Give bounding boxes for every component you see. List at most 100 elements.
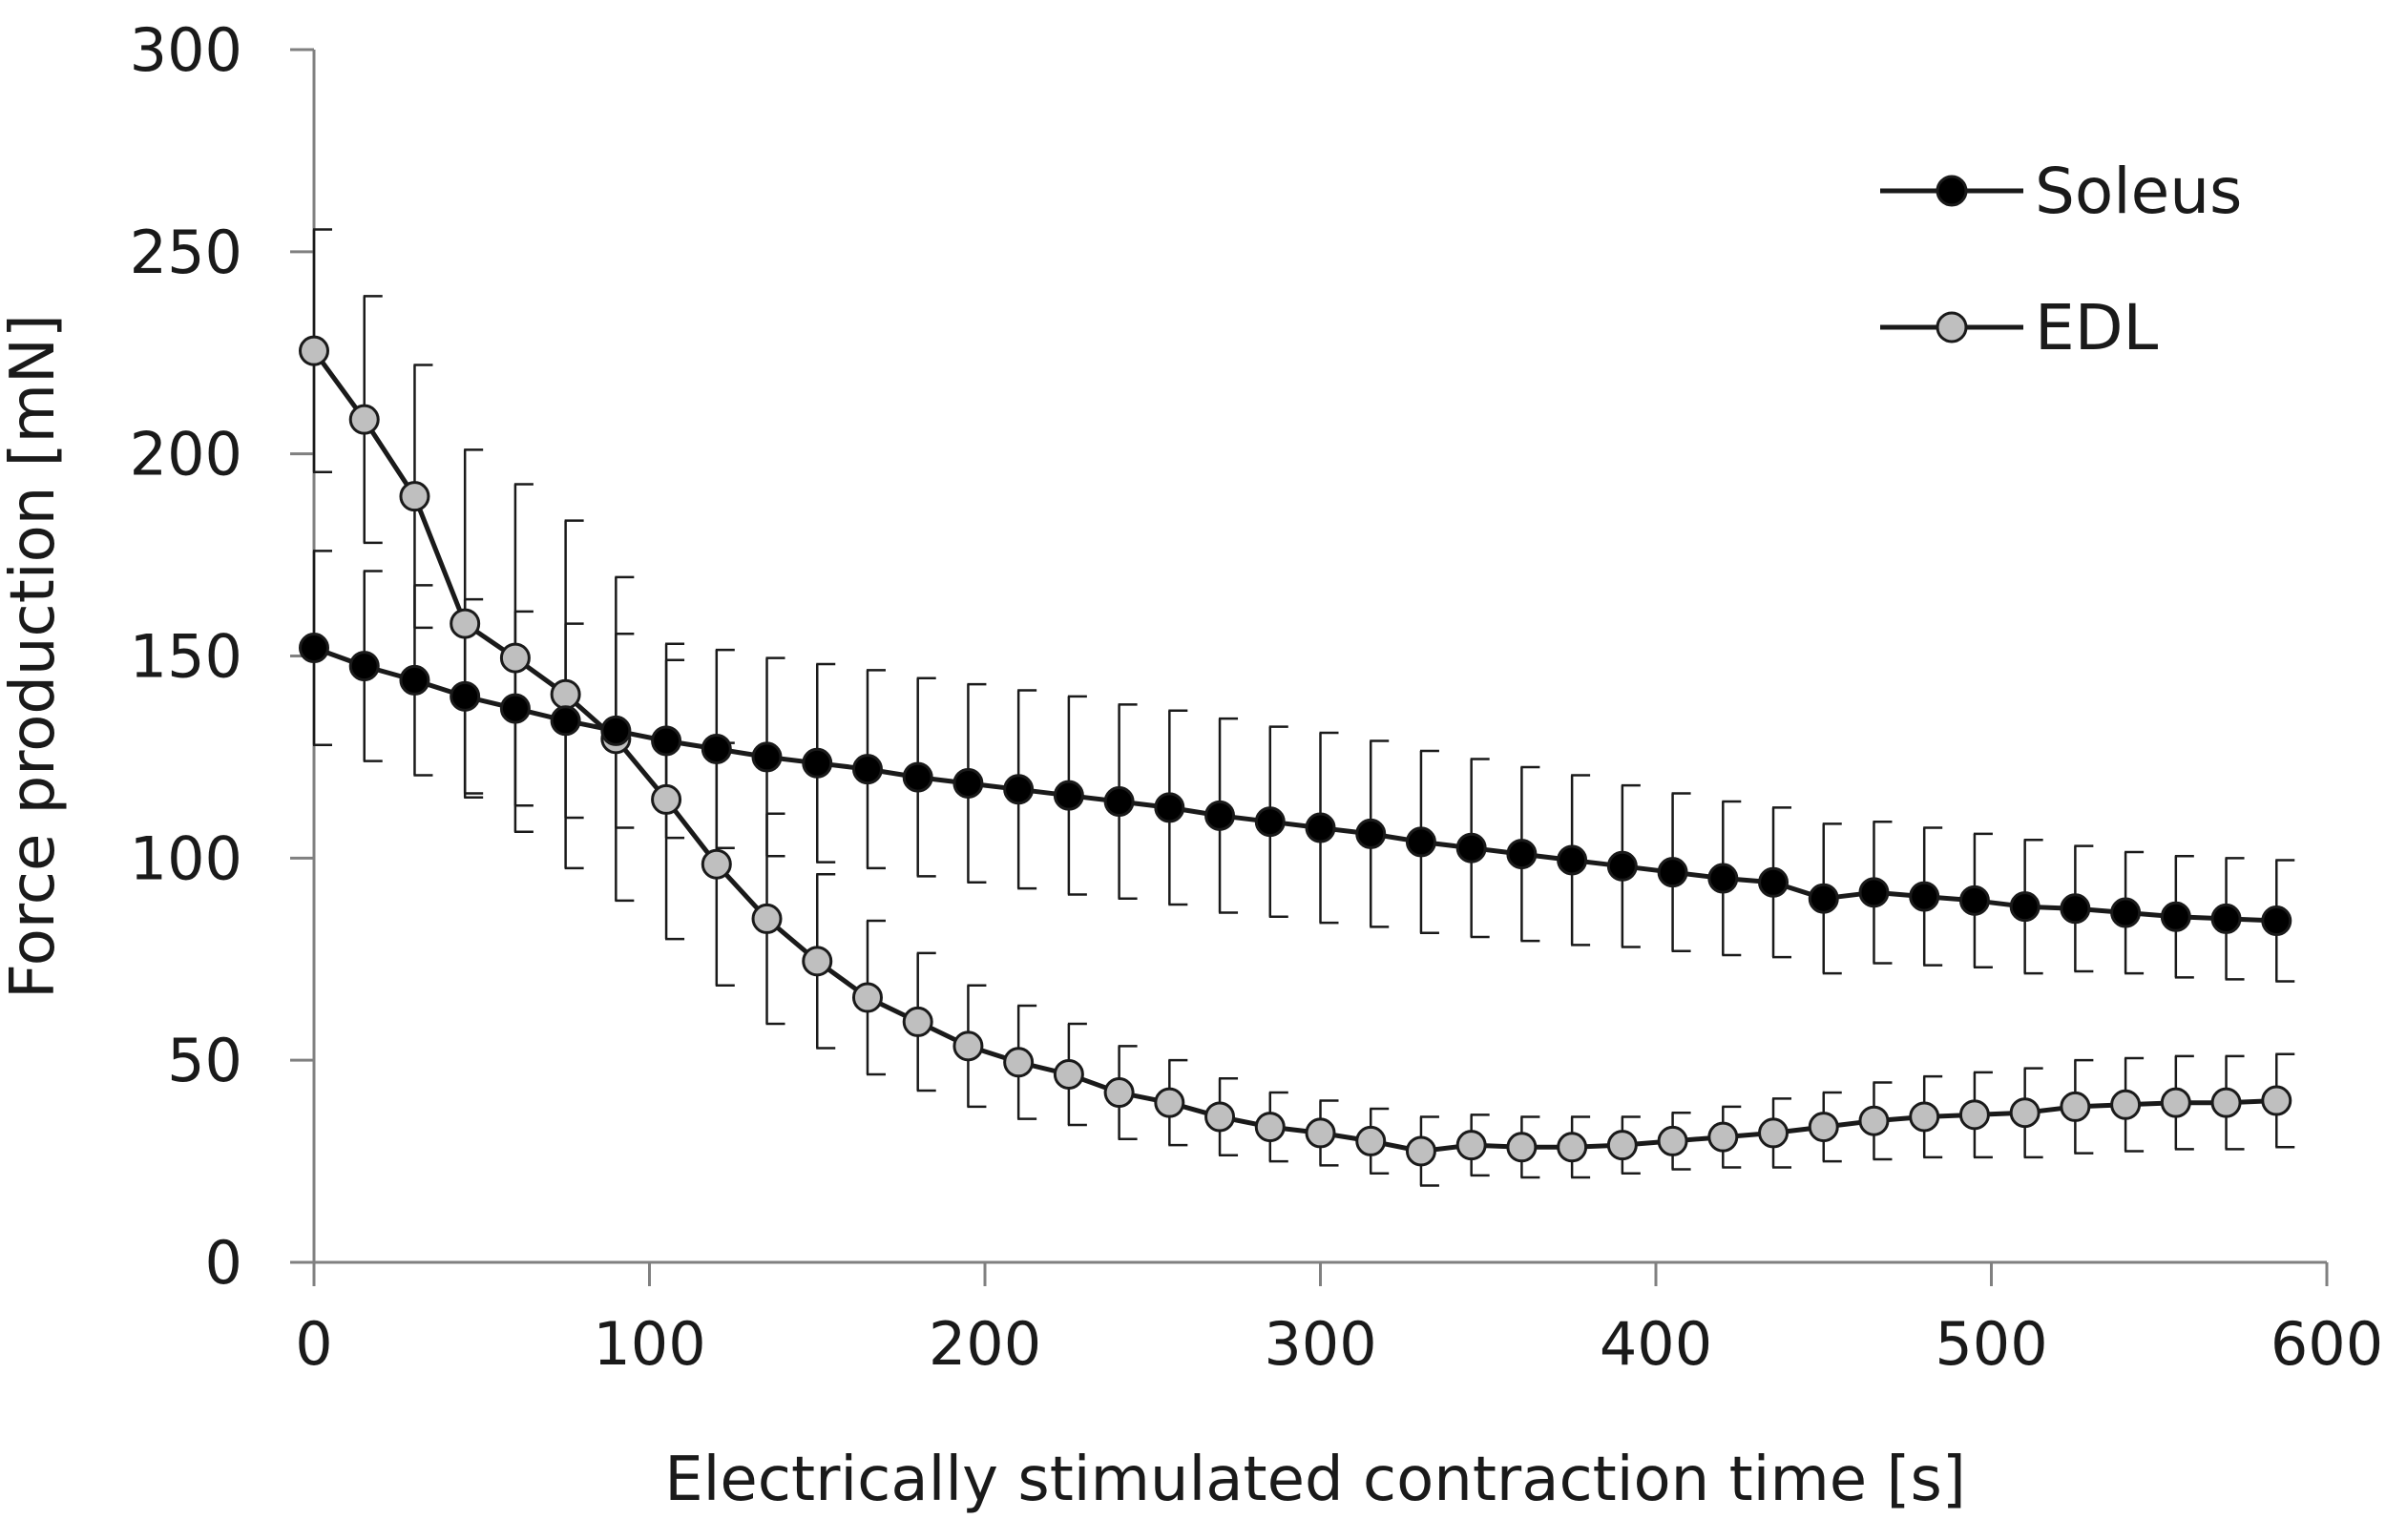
edl-point xyxy=(2261,1085,2292,1116)
edl-point xyxy=(1758,1117,1790,1149)
x-tick-label: 600 xyxy=(2271,1309,2383,1379)
soleus-point xyxy=(499,693,531,724)
edl-point xyxy=(701,848,732,880)
soleus-point xyxy=(1707,863,1739,894)
y-tick-label: 100 xyxy=(130,823,242,893)
soleus-point xyxy=(902,761,933,793)
soleus-point xyxy=(1204,800,1236,831)
soleus-point xyxy=(1305,812,1336,843)
y-tick-label: 200 xyxy=(130,420,242,489)
soleus-point xyxy=(1958,884,1990,916)
legend: Soleus EDL xyxy=(1880,155,2242,364)
soleus-point xyxy=(1758,866,1790,898)
soleus-point xyxy=(1909,881,1940,912)
soleus-point xyxy=(2060,893,2091,925)
legend-edl-marker xyxy=(1936,311,1968,343)
edl-point xyxy=(2060,1091,2091,1122)
soleus-point xyxy=(399,664,430,696)
x-tick-label: 200 xyxy=(929,1309,1041,1379)
soleus-point xyxy=(651,725,682,757)
edl-point xyxy=(1154,1087,1185,1118)
y-tick-label: 50 xyxy=(167,1026,242,1095)
edl-point xyxy=(499,642,531,674)
edl-point xyxy=(1053,1058,1084,1090)
error-bars xyxy=(312,228,2295,1187)
legend-edl-label: EDL xyxy=(2035,291,2159,364)
edl-point xyxy=(751,903,783,934)
edl-point xyxy=(1455,1130,1487,1161)
legend-soleus-marker xyxy=(1936,175,1968,207)
soleus-point xyxy=(2210,903,2242,934)
soleus-point xyxy=(1506,839,1538,870)
edl-point xyxy=(1103,1077,1135,1109)
edl-point xyxy=(450,608,481,639)
soleus-point xyxy=(751,741,783,773)
edl-point xyxy=(1858,1105,1890,1136)
edl-point xyxy=(1808,1112,1839,1143)
soleus-point xyxy=(2160,901,2191,932)
edl-point xyxy=(1958,1099,1990,1131)
x-tick-label: 0 xyxy=(295,1309,332,1379)
soleus-point xyxy=(299,633,329,664)
x-tick-label: 100 xyxy=(593,1309,705,1379)
x-tick-label: 500 xyxy=(1935,1309,2047,1379)
edl-point xyxy=(952,1030,984,1062)
soleus-point xyxy=(952,767,984,799)
soleus-point xyxy=(851,754,883,785)
y-tick-label: 250 xyxy=(130,218,242,287)
edl-point xyxy=(1003,1047,1035,1078)
soleus-point xyxy=(1003,774,1035,805)
edl-point xyxy=(550,678,581,710)
edl-point xyxy=(651,783,682,815)
edl-point xyxy=(399,481,430,512)
y-axis-title: Force production [mN] xyxy=(0,314,69,999)
edl-point xyxy=(1909,1101,1940,1133)
edl-point xyxy=(2210,1087,2242,1118)
x-tick-label: 400 xyxy=(1600,1309,1712,1379)
soleus-point xyxy=(1053,780,1084,811)
tick-labels: 0 50 100 150 200 250 300 0 100 200 300 400 500 600 xyxy=(130,15,2384,1379)
edl-point xyxy=(2009,1097,2041,1129)
x-axis-title: Electrically stimulated contraction time… xyxy=(664,1445,1966,1515)
x-tick-label: 300 xyxy=(1264,1309,1376,1379)
edl-point xyxy=(2160,1087,2191,1118)
y-tick-label: 300 xyxy=(130,15,242,85)
soleus-point xyxy=(1455,832,1487,864)
y-tick-label: 0 xyxy=(205,1228,242,1298)
soleus-point xyxy=(450,680,481,712)
edl-point xyxy=(802,946,833,977)
edl-point xyxy=(1405,1135,1436,1167)
soleus-point xyxy=(2261,905,2292,937)
soleus-point xyxy=(1254,806,1286,838)
series-lines xyxy=(311,349,2277,1154)
edl-point xyxy=(902,1006,933,1037)
soleus-point xyxy=(701,733,732,764)
soleus-point xyxy=(1557,844,1588,876)
data-points xyxy=(299,335,2292,1167)
edl-point xyxy=(299,335,329,366)
soleus-point xyxy=(2009,891,2041,923)
soleus-point xyxy=(1657,857,1688,888)
legend-soleus-label: Soleus xyxy=(2035,155,2242,228)
soleus-point xyxy=(802,747,833,779)
soleus-point xyxy=(348,651,380,682)
edl-point xyxy=(1305,1117,1336,1149)
soleus-point xyxy=(2110,897,2142,928)
edl-point xyxy=(1707,1121,1739,1153)
edl-point xyxy=(1657,1125,1688,1156)
soleus-point xyxy=(1858,877,1890,908)
edl-line xyxy=(311,349,2277,1154)
edl-point xyxy=(851,982,883,1013)
soleus-point xyxy=(1606,850,1638,882)
soleus-point xyxy=(1808,883,1839,914)
edl-point xyxy=(1606,1130,1638,1161)
edl-point xyxy=(1557,1132,1588,1163)
soleus-point xyxy=(1355,818,1387,849)
edl-point xyxy=(1204,1101,1236,1133)
edl-point xyxy=(1506,1132,1538,1163)
soleus-point xyxy=(1103,786,1135,818)
edl-point xyxy=(348,404,380,435)
soleus-point xyxy=(600,715,632,746)
soleus-point xyxy=(1154,792,1185,823)
